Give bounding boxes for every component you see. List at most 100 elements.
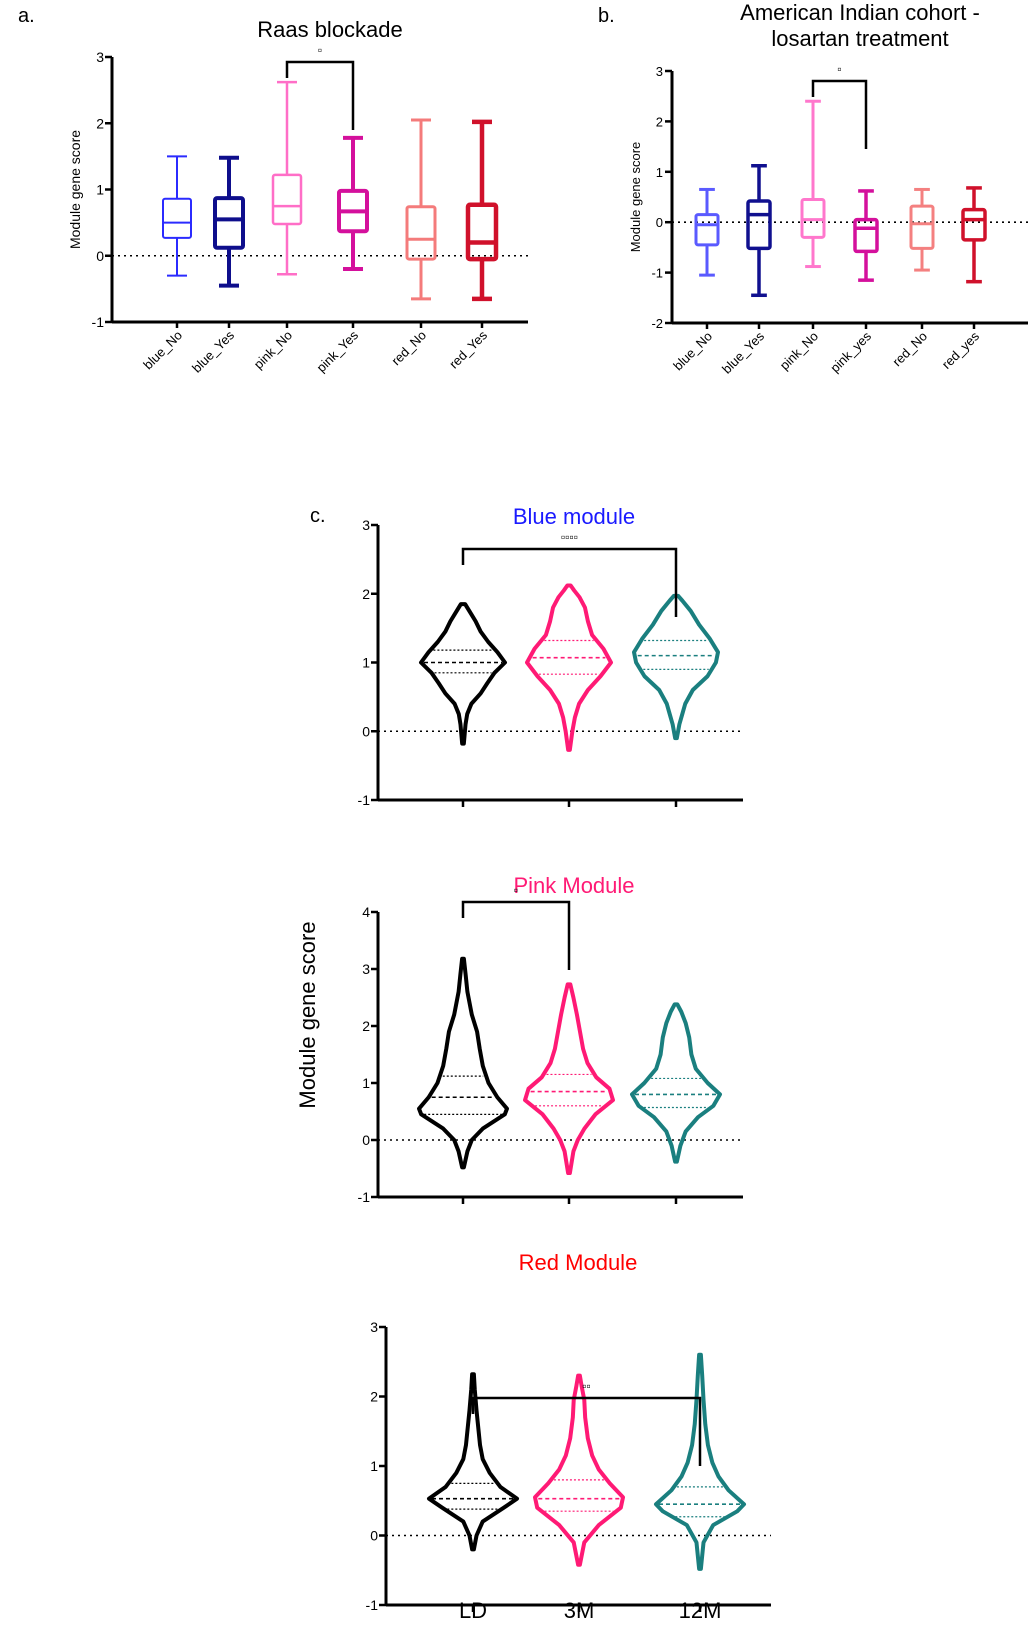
x-tick-label: LD [459, 1598, 487, 1623]
box-blue_Yes [746, 164, 772, 298]
panel-label: a. [18, 5, 35, 27]
panel-label: c. [310, 505, 326, 527]
box-pink_Yes [337, 135, 369, 271]
significance-marker: ▫ [514, 883, 518, 897]
y-axis-label: Module gene score [295, 921, 320, 1108]
y-tick-label: 3 [362, 961, 370, 977]
x-tick-label: red_No [388, 328, 429, 369]
chart-title: losartan treatment [771, 26, 948, 51]
box-iqr [961, 207, 987, 242]
box-iqr [271, 173, 303, 226]
y-axis-label: Module gene score [628, 142, 643, 253]
violin-3M [523, 982, 615, 1176]
violin-outline [533, 1373, 625, 1567]
significance-marker: ▫ [318, 43, 322, 57]
y-tick-label: 0 [96, 248, 104, 264]
significance-marker: ▫▫▫▫ [561, 530, 578, 544]
violin-outline [417, 956, 509, 1170]
x-tick-label: pink_yes [827, 328, 874, 375]
x-tick-label: blue_No [140, 328, 185, 373]
y-tick-label: 0 [362, 723, 370, 739]
y-tick-label: 2 [370, 1389, 378, 1405]
box-blue_Yes [213, 155, 245, 288]
y-tick-label: 0 [362, 1132, 370, 1148]
x-tick-label: 3M [564, 1598, 595, 1623]
chart-panel-b: American Indian cohort -losartan treatme… [598, 0, 1028, 377]
significance-bracket [811, 79, 868, 149]
y-tick-label: 0 [656, 215, 663, 230]
violin-3M [525, 583, 613, 752]
y-tick-label: 1 [370, 1458, 378, 1474]
violin-outline [523, 982, 615, 1176]
y-tick-label: 3 [656, 64, 663, 79]
significance-bracket [461, 547, 678, 617]
y-tick-label: 4 [362, 904, 370, 920]
x-tick-label: pink_No [777, 329, 821, 373]
box-red_No [405, 118, 437, 301]
chart-panel-c1: Blue module c. -1 0 1 2 3 ▫▫▫▫ [310, 504, 743, 808]
y-tick-label: 3 [96, 49, 104, 65]
chart-title: Red Module [519, 1250, 638, 1275]
significance-bracket [285, 60, 355, 130]
chart-title: American Indian cohort - [740, 0, 980, 25]
box-iqr [694, 213, 720, 247]
y-tick-label: 1 [362, 1075, 370, 1091]
violin-12M [630, 1002, 722, 1164]
box-iqr [213, 196, 245, 250]
violin-LD [419, 602, 507, 746]
chart-panel-c2: Pink Module -1 0 1 2 3 4 Module gene score ▫ [295, 873, 743, 1205]
violin-LD [417, 956, 509, 1170]
y-tick-label: -1 [358, 1189, 371, 1205]
y-tick-label: 2 [362, 1018, 370, 1034]
x-tick-label: pink_Yes [314, 327, 362, 375]
y-tick-label: 1 [362, 655, 370, 671]
x-tick-label: red_Yes [446, 327, 490, 371]
x-tick-label: 12M [679, 1598, 722, 1623]
violin-12M [654, 1352, 746, 1571]
box-red_Yes [465, 119, 499, 302]
box-iqr [909, 204, 935, 250]
box-blue_No [694, 187, 720, 277]
significance-bracket [461, 900, 571, 970]
x-tick-label: red_No [889, 329, 930, 370]
violin-3M [533, 1373, 625, 1567]
chart-title: Pink Module [513, 873, 634, 898]
y-tick-label: -1 [366, 1597, 379, 1613]
y-tick-label: 3 [370, 1319, 378, 1335]
y-tick-label: -1 [358, 792, 371, 808]
chart-panel-a: Raas blockade a. -1 0 1 2 3 Module gene score bl… [18, 5, 528, 376]
box-iqr [465, 202, 499, 262]
y-tick-label: 2 [656, 114, 663, 129]
x-tick-label: pink_No [251, 328, 295, 372]
panel-label: b. [598, 5, 615, 27]
box-blue_No [162, 155, 192, 277]
chart-title: Raas blockade [257, 17, 403, 42]
violin-outline [419, 602, 507, 746]
y-tick-label: 0 [370, 1528, 378, 1544]
violin-outline [654, 1352, 746, 1571]
y-tick-label: -2 [651, 316, 663, 331]
violin-outline [525, 583, 613, 752]
violin-12M [632, 593, 720, 741]
box-red_No [909, 187, 935, 272]
box-red_yes [961, 186, 987, 284]
significance-marker: ▫▫ [582, 1379, 591, 1393]
box-pink_No [800, 99, 826, 269]
box-iqr [405, 205, 437, 261]
box-iqr [853, 217, 879, 254]
y-tick-label: 2 [362, 586, 370, 602]
y-tick-label: -1 [92, 314, 105, 330]
y-tick-label: 1 [96, 182, 104, 198]
violin-outline [632, 593, 720, 741]
box-pink_yes [853, 189, 879, 282]
x-tick-label: blue_Yes [189, 327, 237, 375]
y-tick-label: -1 [651, 266, 663, 281]
box-iqr [162, 197, 192, 239]
y-tick-label: 3 [362, 517, 370, 533]
x-tick-label: blue_No [670, 329, 715, 374]
y-tick-label: 1 [656, 165, 663, 180]
y-tick-label: 2 [96, 115, 104, 131]
chart-title: Blue module [513, 504, 635, 529]
chart-panel-c3: Red Module -1 0 1 2 3 LD 3M 12M ▫▫ [366, 1250, 771, 1623]
